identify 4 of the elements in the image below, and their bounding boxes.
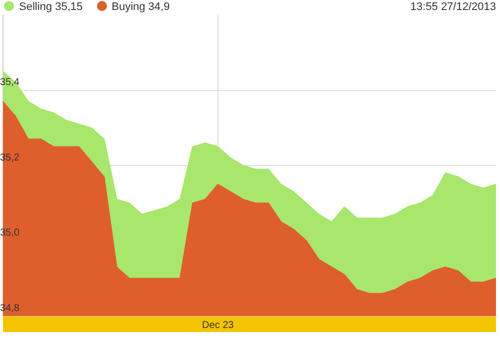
legend-label: Buying 34,9 [110, 1, 170, 13]
text: 13:55 27/12/2013 [410, 1, 496, 13]
legend-label: Selling 35,15 [18, 1, 83, 13]
x-tick-label: Dec 23 [202, 320, 234, 331]
